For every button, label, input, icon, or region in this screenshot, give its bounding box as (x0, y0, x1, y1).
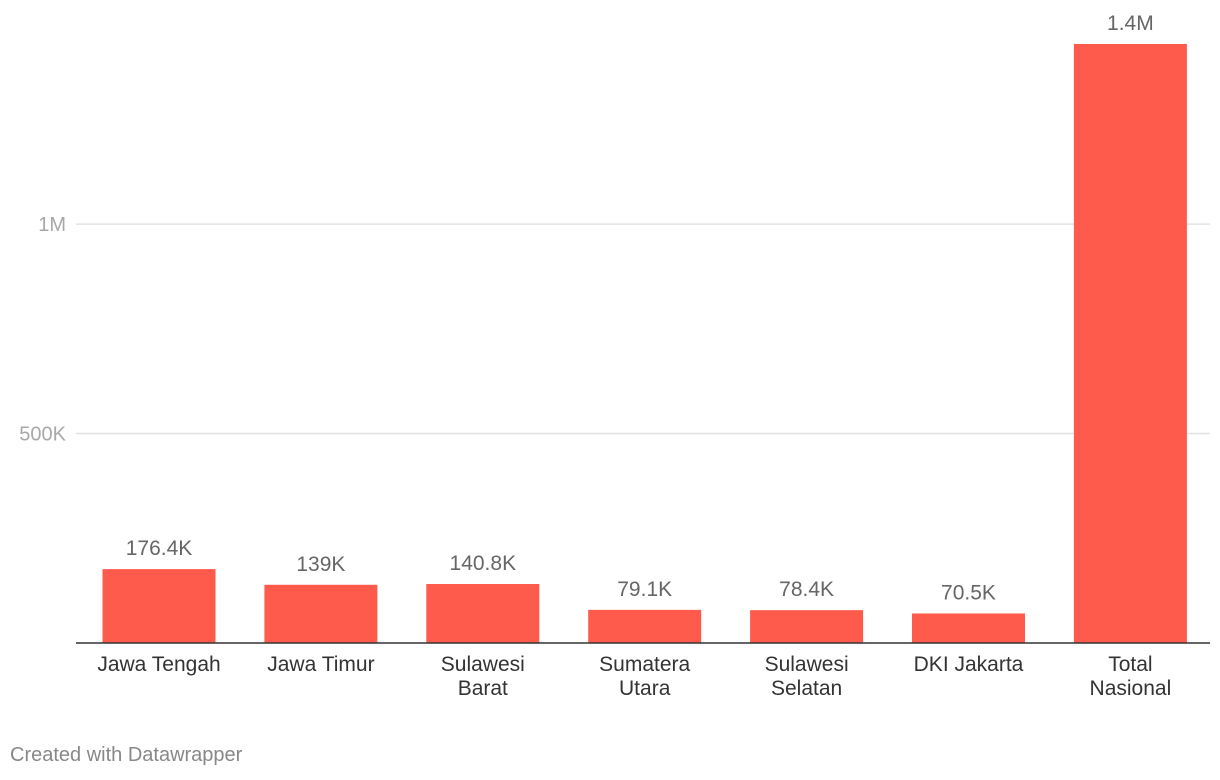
bar (102, 569, 216, 643)
category-label-line: Nasional (1090, 677, 1172, 700)
category-label: Jawa Tengah (97, 653, 220, 676)
category-labels: Jawa Tengah Jawa Timur Sulawesi BaratSumate… (97, 653, 1171, 700)
value-label: 176.4K (126, 537, 193, 560)
y-tick-label: 500K (19, 424, 66, 446)
category-label-line: Utara (619, 677, 671, 700)
value-label: 78.4K (779, 578, 834, 601)
category-label-line: Barat (458, 677, 508, 700)
category-label-line: DKI Jakarta (914, 653, 1024, 676)
bar (588, 609, 702, 643)
category-label-line: Selatan (771, 677, 842, 700)
category-label: Sumatera Utara (599, 653, 690, 700)
category-label-line: Jawa Timur (267, 653, 374, 676)
category-label-line: Sulawesi (441, 653, 525, 676)
value-label: 79.1K (617, 578, 672, 601)
category-label: Sulawesi Selatan (765, 653, 849, 700)
value-label: 139K (296, 553, 345, 576)
bar (264, 584, 378, 643)
bar (750, 610, 864, 643)
bar (426, 584, 540, 643)
category-label-line: Jawa Tengah (97, 653, 220, 676)
bars (102, 44, 1187, 643)
bar (912, 613, 1025, 643)
value-label: 70.5K (941, 581, 996, 604)
category-label-line: Sumatera (599, 653, 690, 676)
category-label-line: Total (1108, 653, 1152, 676)
category-label: DKI Jakarta (914, 653, 1024, 676)
bar (1073, 44, 1187, 643)
credit-text: Created with Datawrapper (10, 744, 243, 766)
bar-chart: 500K 1M 176.4K 139K 140.8K 79.1K 78.4K 70.5K 1.… (19, 12, 1210, 700)
category-label: Sulawesi Barat (441, 653, 525, 700)
category-label: Total Nasional (1090, 653, 1172, 700)
grid-lines: 500K 1M (19, 214, 1210, 446)
category-label: Jawa Timur (267, 653, 374, 676)
category-label-line: Sulawesi (765, 653, 849, 676)
value-label: 1.4M (1107, 12, 1154, 35)
value-label: 140.8K (450, 552, 517, 575)
value-labels: 176.4K 139K 140.8K 79.1K 78.4K 70.5K 1.4M (126, 12, 1154, 604)
y-tick-label: 1M (38, 214, 66, 236)
